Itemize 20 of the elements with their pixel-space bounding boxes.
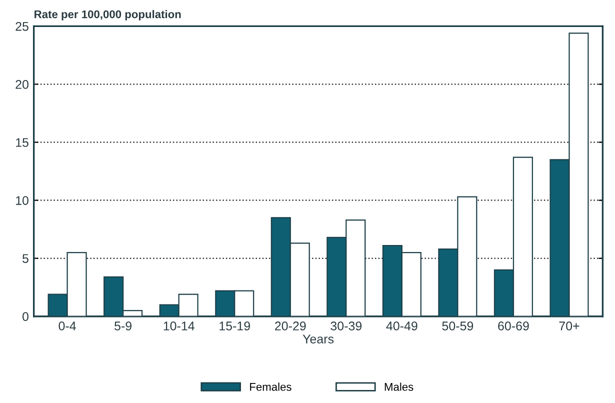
x-tick-label: 15-19 [220, 322, 250, 330]
y-axis-title: Rate per 100,000 population [34, 10, 181, 20]
x-tick-label: 50-59 [442, 322, 474, 330]
x-tick-label: 60-69 [498, 322, 529, 330]
legend-label: Females [250, 382, 292, 391]
x-tick-label: 10-14 [164, 322, 194, 330]
y-tick-label: 10 [16, 196, 28, 205]
x-tick-label: 70+ [559, 322, 580, 330]
y-tick-label: 20 [16, 80, 28, 89]
y-tick-label: 5 [22, 254, 28, 263]
y-tick-label: 15 [16, 138, 28, 147]
x-axis-title: Years [302, 334, 334, 344]
x-tick-label: 5-9 [114, 322, 132, 330]
x-tick-label: 0-4 [58, 322, 76, 330]
y-tick-label: 0 [22, 312, 28, 322]
y-tick-label: 25 [16, 22, 28, 31]
x-tick-label: 40-49 [386, 322, 418, 330]
legend-label: Males [384, 382, 414, 391]
x-tick-label: 20-29 [275, 322, 306, 330]
x-tick-label: 30-39 [330, 322, 362, 330]
